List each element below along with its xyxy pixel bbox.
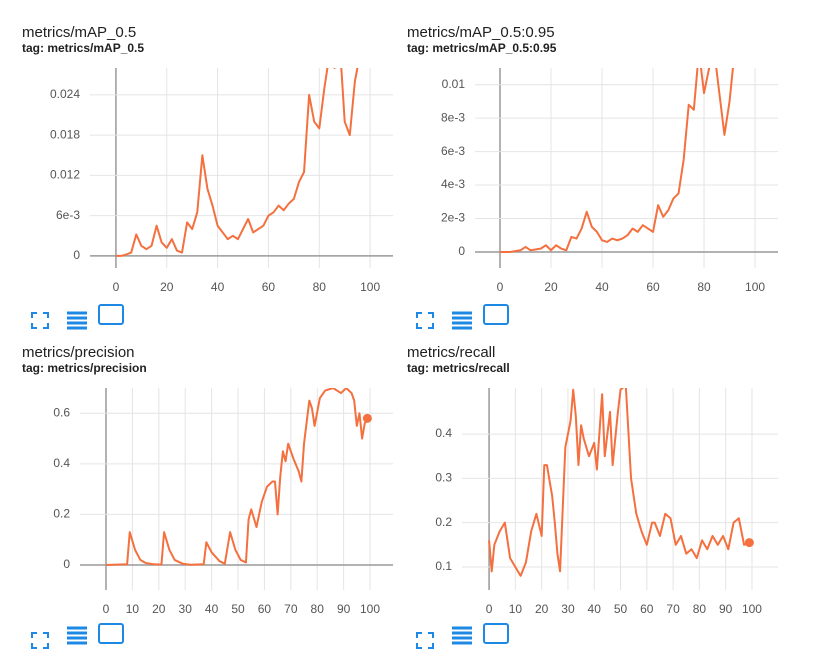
chart-title: metrics/recall <box>407 344 495 361</box>
y-tick-label: 0.3 <box>435 471 452 485</box>
x-tick-label: 80 <box>697 280 711 294</box>
x-tick-label: 70 <box>666 602 680 616</box>
x-tick-label: 90 <box>719 602 733 616</box>
x-tick-label: 70 <box>284 602 298 616</box>
series-line <box>488 388 750 577</box>
log-scale-button[interactable] <box>67 626 87 645</box>
x-tick-label: 20 <box>544 280 558 294</box>
end-marker <box>362 413 372 423</box>
x-tick-label: 10 <box>126 602 140 616</box>
x-tick-label: 100 <box>745 280 765 294</box>
chart-title: metrics/precision <box>22 344 135 361</box>
chart-title: metrics/mAP_0.5:0.95 <box>407 24 555 41</box>
panel-2-toolbar <box>416 304 509 330</box>
y-tick-label: 6e-3 <box>56 208 80 222</box>
x-tick-label: 40 <box>588 602 602 616</box>
x-tick-label: 60 <box>646 280 660 294</box>
x-tick-label: 0 <box>486 602 493 616</box>
panel-4-toolbar <box>416 623 509 649</box>
x-tick-label: 100 <box>360 602 380 616</box>
y-tick-label: 0.024 <box>50 87 80 101</box>
y-tick-label: 0.1 <box>435 559 452 573</box>
panel-1-toolbar <box>31 304 124 330</box>
x-tick-label: 30 <box>179 602 193 616</box>
fit-domain-button[interactable] <box>483 304 509 325</box>
y-tick-label: 6e-3 <box>441 144 465 158</box>
x-tick-label: 0 <box>103 602 110 616</box>
x-tick-label: 80 <box>313 280 327 294</box>
chart-subtitle: tag: metrics/recall <box>407 361 510 375</box>
x-tick-label: 80 <box>693 602 707 616</box>
series-line <box>105 388 369 566</box>
x-tick-label: 40 <box>211 280 225 294</box>
chart-subtitle: tag: metrics/mAP_0.5 <box>22 41 144 55</box>
y-tick-label: 0.2 <box>435 515 452 529</box>
x-tick-label: 20 <box>160 280 174 294</box>
x-tick-label: 60 <box>640 602 654 616</box>
panel-3-toolbar <box>31 623 124 649</box>
series-line <box>115 68 359 257</box>
x-tick-label: 20 <box>535 602 549 616</box>
fullscreen-button[interactable] <box>31 632 49 649</box>
x-tick-label: 30 <box>561 602 575 616</box>
series-line <box>499 68 734 253</box>
x-tick-label: 100 <box>742 602 762 616</box>
x-tick-label: 0 <box>113 280 120 294</box>
y-tick-label: 0.2 <box>53 507 70 521</box>
chart-subtitle: tag: metrics/mAP_0.5:0.95 <box>407 41 557 55</box>
y-tick-label: 0.01 <box>442 77 466 91</box>
x-tick-label: 0 <box>497 280 504 294</box>
fit-domain-button[interactable] <box>98 304 124 325</box>
y-tick-label: 8e-3 <box>441 110 465 124</box>
end-marker <box>744 538 754 548</box>
log-scale-button[interactable] <box>67 311 87 330</box>
y-tick-label: 0 <box>73 248 80 262</box>
y-tick-label: 0.4 <box>53 456 70 470</box>
x-tick-label: 20 <box>152 602 166 616</box>
fit-domain-button[interactable] <box>483 623 509 644</box>
y-tick-label: 4e-3 <box>441 177 465 191</box>
y-tick-label: 2e-3 <box>441 211 465 225</box>
x-tick-label: 50 <box>614 602 628 616</box>
y-tick-label: 0 <box>63 557 70 571</box>
x-tick-label: 60 <box>258 602 272 616</box>
y-tick-label: 0 <box>458 244 465 258</box>
x-tick-label: 10 <box>509 602 523 616</box>
x-tick-label: 100 <box>360 280 380 294</box>
x-tick-label: 90 <box>337 602 351 616</box>
x-tick-label: 40 <box>595 280 609 294</box>
fit-domain-button[interactable] <box>98 623 124 644</box>
y-tick-label: 0.018 <box>50 127 80 141</box>
log-scale-button[interactable] <box>452 311 472 330</box>
fullscreen-button[interactable] <box>31 312 49 329</box>
fullscreen-button[interactable] <box>416 632 434 649</box>
y-tick-label: 0.4 <box>435 426 452 440</box>
y-tick-label: 0.6 <box>53 405 70 419</box>
x-tick-label: 80 <box>311 602 325 616</box>
chart-subtitle: tag: metrics/precision <box>22 361 147 375</box>
x-tick-label: 40 <box>205 602 219 616</box>
x-tick-label: 60 <box>262 280 276 294</box>
chart-title: metrics/mAP_0.5 <box>22 24 136 41</box>
y-tick-label: 0.012 <box>50 168 80 182</box>
fullscreen-button[interactable] <box>416 312 434 329</box>
log-scale-button[interactable] <box>452 626 472 645</box>
x-tick-label: 50 <box>231 602 245 616</box>
